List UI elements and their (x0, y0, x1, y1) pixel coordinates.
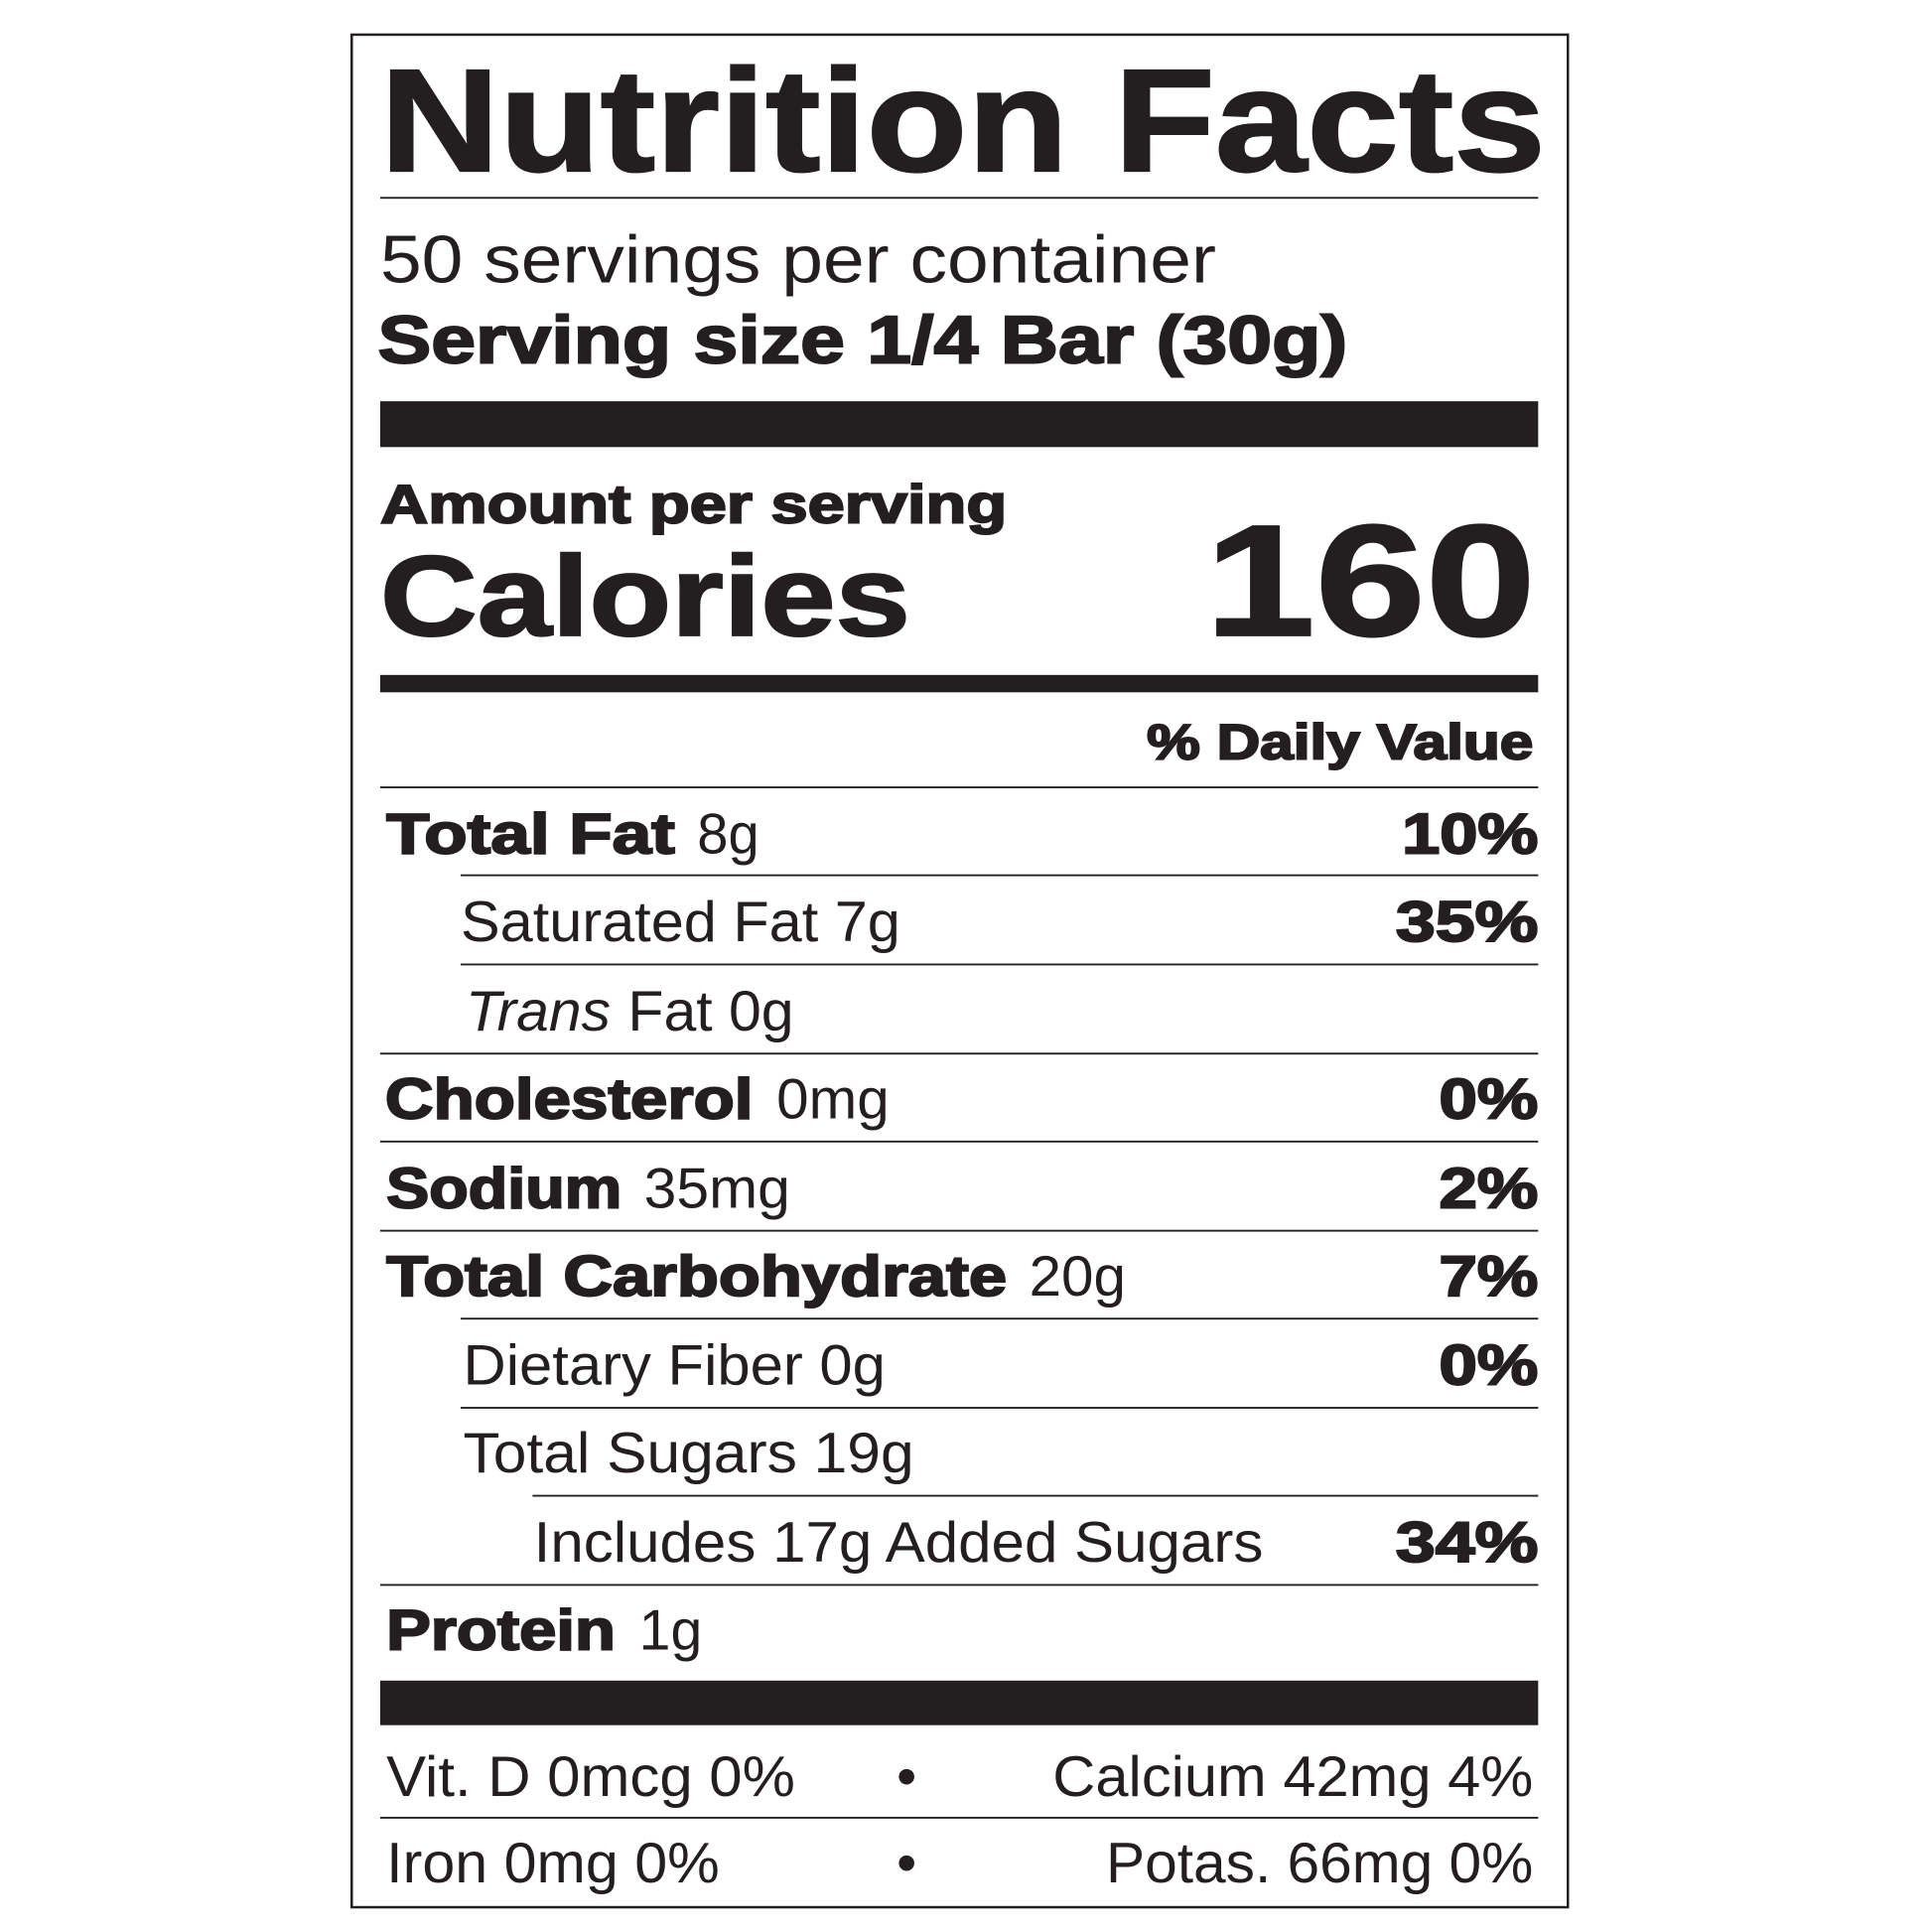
calories-label: Calories (380, 533, 910, 660)
nutrient-amount: 8g (697, 802, 759, 866)
nutrient-amount: 1g (639, 1599, 703, 1663)
divider (379, 1816, 1539, 1819)
nutrient-row-total-sugars: Total Sugars 19g (464, 1422, 914, 1485)
divider (379, 197, 1539, 200)
nutrient-row-dietary-fiber: Dietary Fiber 0g 0% (464, 1333, 1540, 1399)
divider (461, 874, 1539, 877)
title: Nutrition Facts (380, 40, 1546, 203)
calories-value: 160 (1205, 491, 1536, 669)
nutrient-dv: 34% (1396, 1511, 1538, 1575)
vitamin-d: Vit. D 0mcg 0% (386, 1745, 795, 1809)
daily-value-header: % Daily Value (1147, 715, 1533, 770)
divider (461, 1317, 1539, 1320)
nutrient-amount: Fat 0g (627, 980, 793, 1043)
micronutrient-row: Iron 0mg 0% • Potas. 66mg 0% (386, 1832, 1533, 1895)
divider (532, 1494, 1539, 1497)
thick-divider (379, 401, 1539, 448)
nutrient-dv: 2% (1440, 1157, 1539, 1220)
nutrient-label: Saturated Fat 7g (461, 891, 900, 954)
nutrient-label: Total Fat (386, 802, 675, 866)
nutrient-row-saturated-fat: Saturated Fat 7g 35% (461, 890, 1539, 955)
nutrient-dv: 7% (1440, 1245, 1539, 1309)
nutrient-label: Dietary Fiber 0g (464, 1334, 886, 1398)
divider (379, 786, 1539, 788)
micronutrient-row: Vit. D 0mcg 0% • Calcium 42mg 4% (386, 1745, 1533, 1809)
medium-divider (379, 674, 1539, 693)
nutrient-row-added-sugars: Includes 17g Added Sugars 34% (534, 1510, 1540, 1576)
divider (379, 1140, 1539, 1143)
calcium: Calcium 42mg 4% (1052, 1745, 1533, 1809)
nutrient-dv: 10% (1402, 802, 1538, 866)
nutrient-amount: 20g (1030, 1245, 1126, 1309)
nutrient-dv: 0% (1440, 1334, 1539, 1398)
nutrient-amount: 0mg (776, 1067, 890, 1131)
divider (379, 1584, 1539, 1587)
potassium: Potas. 66mg 0% (1106, 1832, 1533, 1895)
divider (379, 1052, 1539, 1055)
nutrient-row-total-carbohydrate: Total Carbohydrate 20g 7% (385, 1244, 1539, 1310)
nutrient-label: Total Sugars 19g (464, 1422, 914, 1485)
bullet-separator: • (897, 1745, 916, 1809)
nutrient-row-cholesterol: Cholesterol 0mg 0% (384, 1066, 1539, 1132)
nutrient-amount: 35mg (644, 1157, 790, 1220)
label-border (350, 33, 1570, 1909)
amount-per-serving: Amount per serving (380, 473, 1007, 534)
thick-divider (379, 1680, 1539, 1725)
divider (379, 1229, 1539, 1232)
nutrient-label: Total Carbohydrate (386, 1245, 1007, 1309)
nutrient-row-sodium: Sodium 35mg 2% (385, 1156, 1539, 1221)
nutrient-row-protein: Protein 1g (385, 1598, 703, 1664)
nutrient-label: Cholesterol (385, 1067, 753, 1131)
nutrient-dv: 0% (1440, 1067, 1539, 1131)
serving-size: Serving size 1/4 Bar (30g) (377, 303, 1347, 377)
nutrient-label: Trans (466, 980, 611, 1043)
nutrient-label: Sodium (386, 1157, 621, 1220)
iron: Iron 0mg 0% (386, 1832, 720, 1895)
nutrient-row-total-fat: Total Fat 8g 10% (385, 801, 1539, 867)
servings-per-container: 50 servings per container (380, 222, 1216, 297)
divider (461, 1407, 1539, 1409)
nutrient-label: Includes 17g Added Sugars (534, 1511, 1264, 1575)
divider (461, 963, 1539, 966)
nutrient-dv: 35% (1396, 891, 1538, 954)
nutrient-row-trans-fat: Trans Fat 0g (466, 980, 794, 1043)
bullet-separator: • (897, 1832, 916, 1895)
nutrient-label: Protein (386, 1599, 616, 1663)
